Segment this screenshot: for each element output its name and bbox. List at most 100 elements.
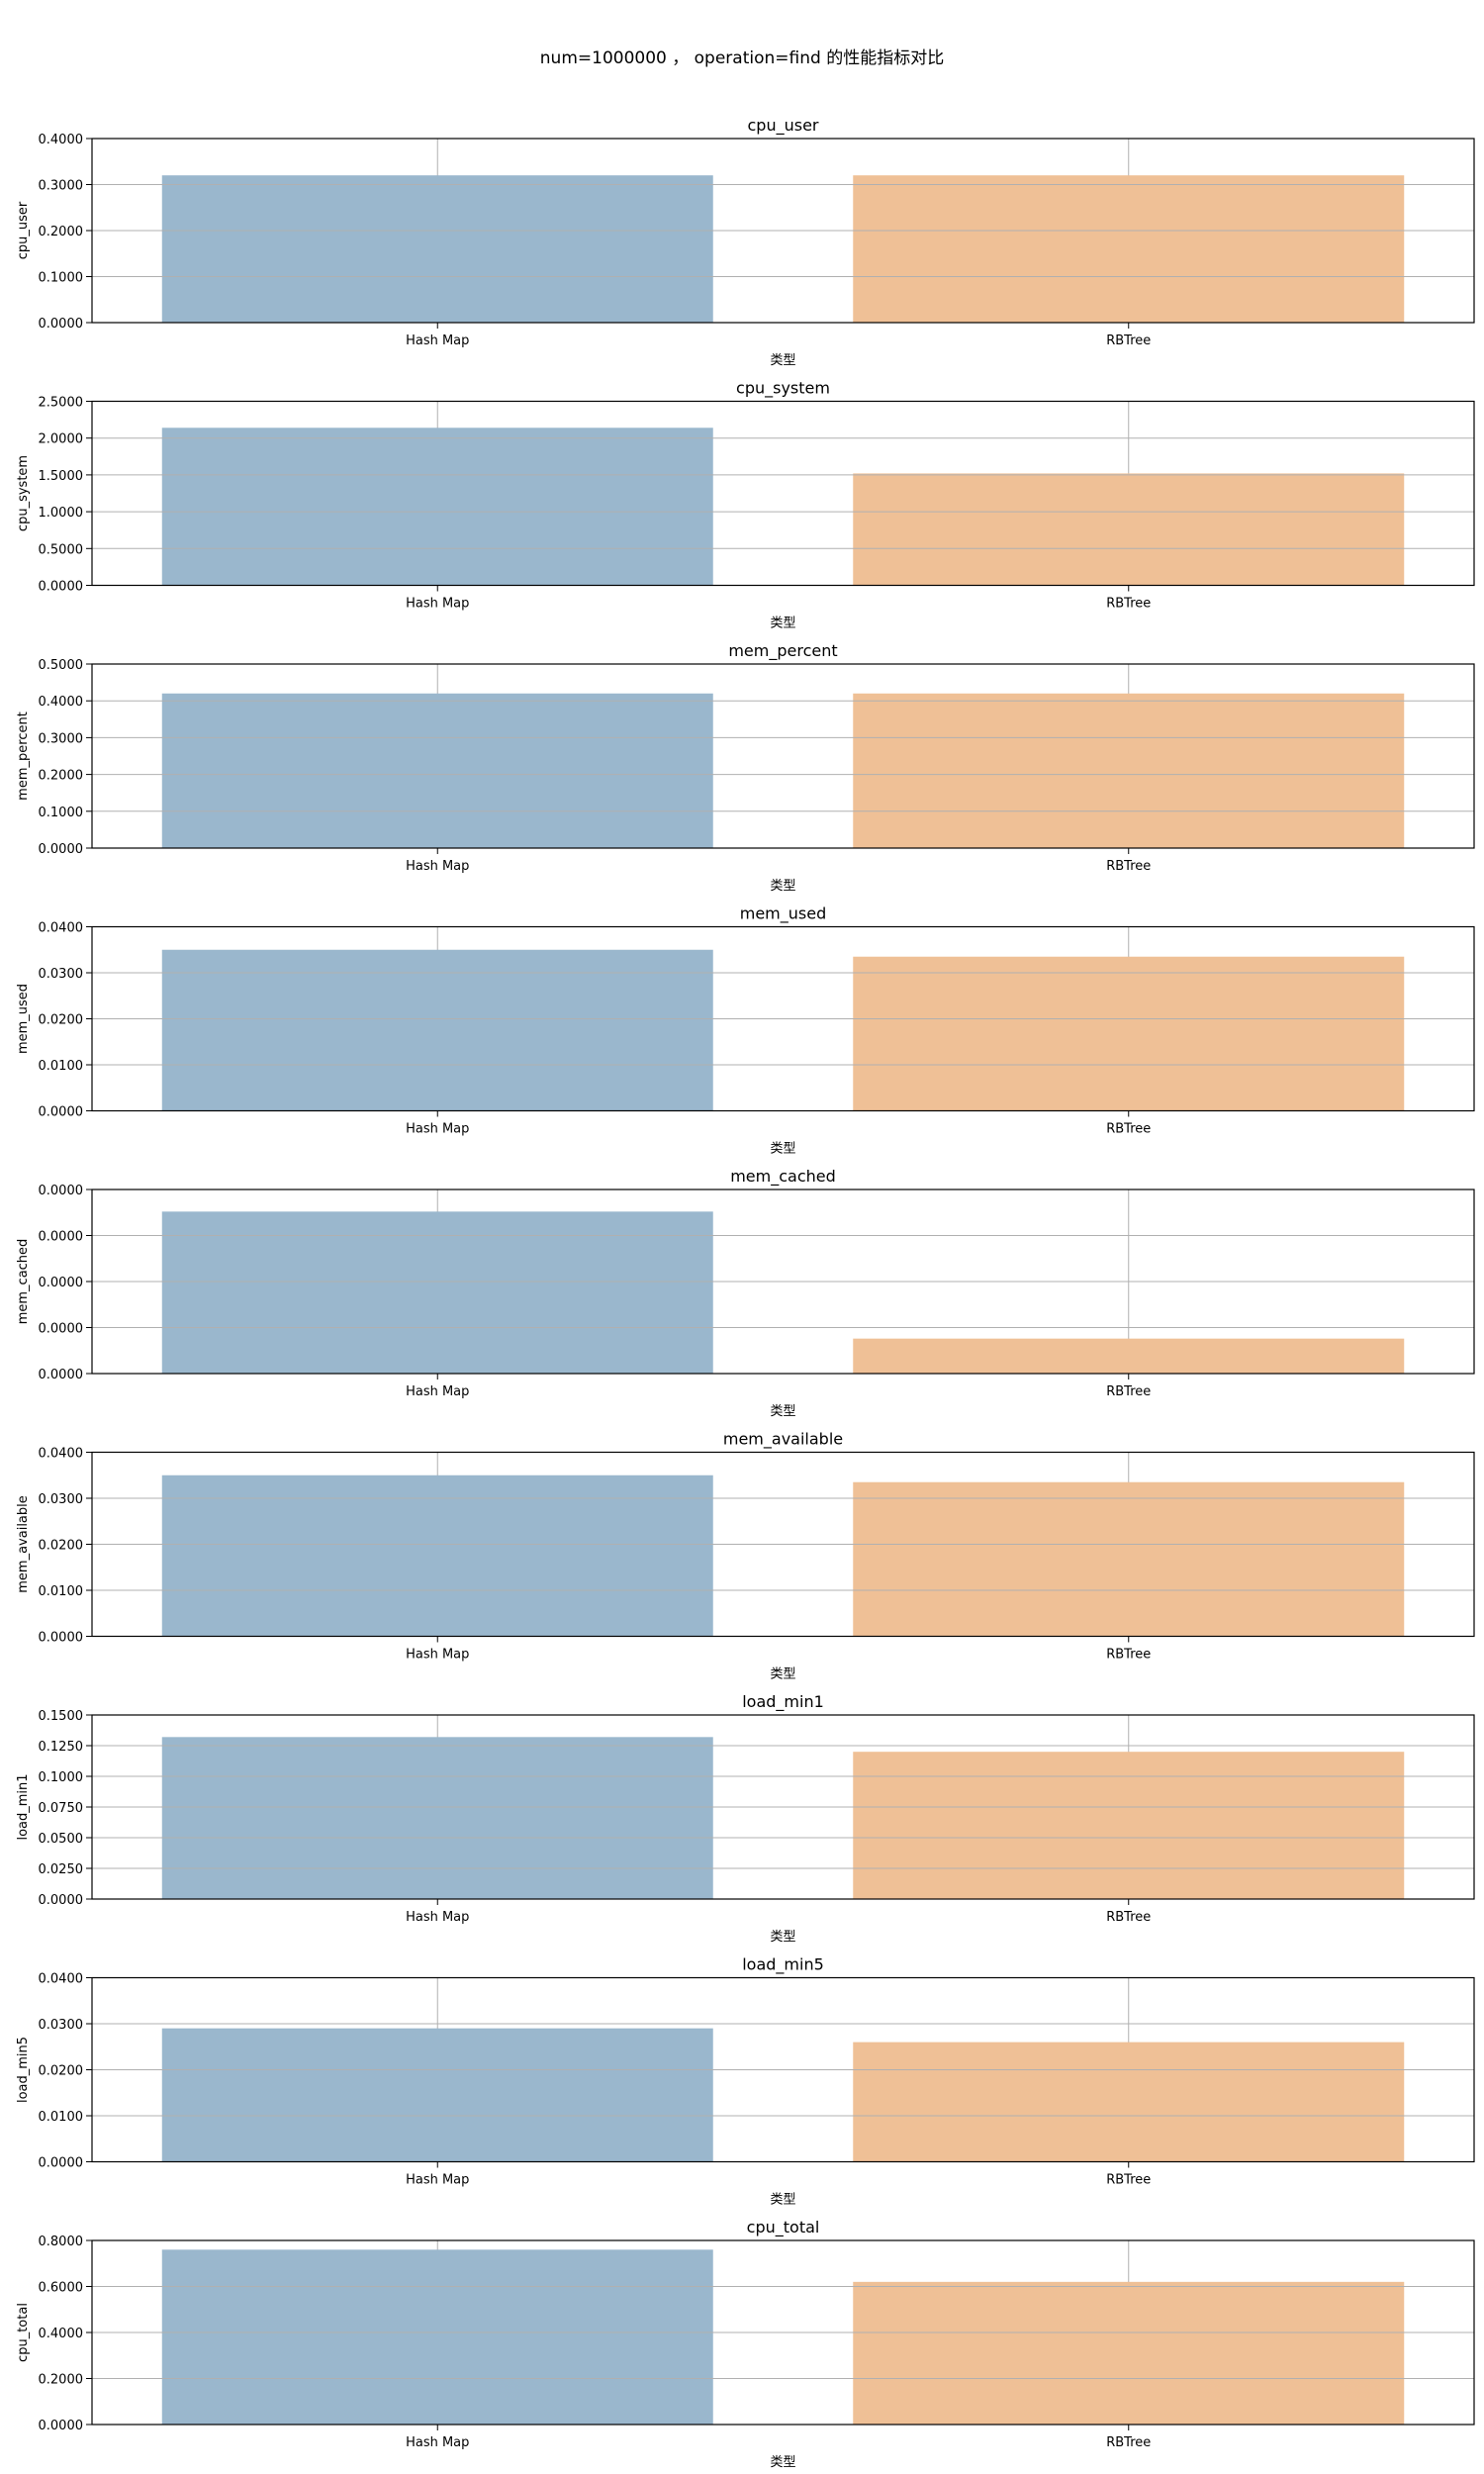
chart-load-min1-ytick-label-5: 0.1250: [39, 1740, 84, 1755]
chart-cpu-system-ytick-label-3: 1.5000: [39, 469, 84, 484]
chart-cpu-system-xtick-label-1: RBTree: [1106, 597, 1151, 612]
chart-mem-percent-bar-hash-map: [161, 693, 713, 848]
chart-mem-percent-ytick-label-0: 0.0000: [39, 842, 84, 857]
chart-cpu-system-title: cpu_system: [736, 379, 830, 399]
chart-mem-used-xtick-label-0: Hash Map: [406, 1122, 469, 1137]
chart-cpu-user-ylabel: cpu_user: [16, 201, 31, 259]
chart-load-min5-xtick-label-0: Hash Map: [406, 2173, 469, 2188]
chart-mem-cached-xtick-label-0: Hash Map: [406, 1384, 469, 1399]
chart-load-min5-ytick-label-2: 0.0200: [39, 2064, 84, 2079]
chart-mem-available-frame: [91, 1451, 1475, 1638]
chart-load-min5-xlabel: 类型: [770, 2193, 795, 2208]
chart-mem-available-bar-rbtree: [853, 1481, 1405, 1637]
chart-load-min1-ytick-label-6: 0.1500: [39, 1709, 84, 1724]
chart-cpu-total-xtick-label-0: Hash Map: [406, 2435, 469, 2450]
chart-cpu-user-xtick-label-1: RBTree: [1106, 333, 1151, 348]
chart-cpu-user-ytick-label-4: 0.4000: [39, 133, 84, 147]
chart-mem-cached-xtick-label-1: RBTree: [1106, 1384, 1151, 1399]
chart-cpu-system-ytick-label-1: 0.5000: [39, 542, 84, 557]
chart-mem-available-ytick-label-3: 0.0300: [39, 1492, 84, 1507]
chart-load-min1-ytick-label-0: 0.0000: [39, 1893, 84, 1908]
chart-load-min5-ytick-label-0: 0.0000: [39, 2156, 84, 2171]
chart-mem-available-ytick-label-4: 0.0400: [39, 1447, 84, 1462]
chart-mem-percent-bar-rbtree: [853, 693, 1405, 848]
chart-mem-cached-xlabel: 类型: [770, 1404, 795, 1419]
chart-mem-percent-xtick-label-1: RBTree: [1106, 859, 1151, 874]
chart-mem-available-title: mem_available: [723, 1430, 843, 1450]
chart-load-min1-xtick-label-1: RBTree: [1106, 1910, 1151, 1925]
chart-mem-used-ytick-label-1: 0.0100: [39, 1059, 84, 1074]
chart-mem-cached-frame: [91, 1189, 1475, 1375]
chart-cpu-user-bar-rbtree: [853, 175, 1405, 323]
chart-mem-used-xtick-label-1: RBTree: [1106, 1122, 1151, 1137]
chart-cpu-user-ytick-label-2: 0.2000: [39, 225, 84, 239]
chart-cpu-user-xlabel: 类型: [770, 353, 795, 368]
chart-mem-available-xlabel: 类型: [770, 1667, 795, 1682]
chart-load-min1-bar-hash-map: [161, 1737, 713, 1899]
chart-load-min1-bar-rbtree: [853, 1752, 1405, 1899]
chart-mem-cached-ytick-label-2: 0.0000: [39, 1276, 84, 1290]
chart-load-min5-frame: [91, 1976, 1475, 2163]
chart-load-min5-ytick-label-1: 0.0100: [39, 2110, 84, 2125]
chart-load-min1-ytick-label-4: 0.1000: [39, 1770, 84, 1785]
chart-mem-used-ytick-label-3: 0.0300: [39, 967, 84, 982]
chart-mem-percent-ytick-label-2: 0.2000: [39, 769, 84, 784]
chart-mem-used-title: mem_used: [740, 904, 827, 924]
chart-mem-available-bar-hash-map: [161, 1475, 713, 1637]
chart-mem-used-ytick-label-0: 0.0000: [39, 1105, 84, 1120]
chart-load-min5-bar-hash-map: [161, 2028, 713, 2162]
chart-cpu-total-xlabel: 类型: [770, 2455, 795, 2470]
chart-cpu-total-ytick-label-0: 0.0000: [39, 2419, 84, 2433]
chart-cpu-system-xtick-label-0: Hash Map: [406, 597, 469, 612]
chart-mem-used-bar-rbtree: [853, 956, 1405, 1111]
chart-load-min1-ytick-label-2: 0.0500: [39, 1832, 84, 1847]
chart-load-min5-ytick-label-3: 0.0300: [39, 2018, 84, 2033]
chart-cpu-system-ytick-label-5: 2.5000: [39, 396, 84, 411]
chart-mem-available-xtick-label-0: Hash Map: [406, 1648, 469, 1663]
chart-cpu-system-bar-rbtree: [853, 473, 1405, 586]
chart-mem-percent-ytick-label-5: 0.5000: [39, 658, 84, 673]
chart-cpu-total-ytick-label-2: 0.4000: [39, 2327, 84, 2341]
chart-load-min1-xtick-label-0: Hash Map: [406, 1910, 469, 1925]
chart-cpu-user-ytick-label-3: 0.3000: [39, 179, 84, 194]
chart-mem-cached-bar-hash-map: [161, 1211, 713, 1374]
chart-cpu-system-bar-hash-map: [161, 428, 713, 586]
chart-load-min5-ylabel: load_min5: [16, 2037, 31, 2103]
chart-cpu-user-ytick-label-1: 0.1000: [39, 271, 84, 286]
chart-cpu-total-frame: [91, 2239, 1475, 2426]
chart-mem-cached-ytick-label-1: 0.0000: [39, 1322, 84, 1337]
chart-mem-available-xtick-label-1: RBTree: [1106, 1648, 1151, 1663]
chart-cpu-user-bar-hash-map: [161, 175, 713, 323]
chart-load-min5-bar-rbtree: [853, 2042, 1405, 2162]
chart-cpu-system-frame: [91, 400, 1475, 587]
chart-mem-used-xlabel: 类型: [770, 1142, 795, 1157]
chart-cpu-system-ytick-label-2: 1.0000: [39, 506, 84, 521]
chart-mem-percent-ytick-label-3: 0.3000: [39, 731, 84, 746]
chart-mem-used-ytick-label-4: 0.0400: [39, 921, 84, 936]
chart-cpu-total-ytick-label-1: 0.2000: [39, 2373, 84, 2388]
chart-load-min5-title: load_min5: [742, 1955, 824, 1975]
chart-mem-cached-ylabel: mem_cached: [16, 1239, 31, 1325]
chart-mem-percent-title: mem_percent: [728, 641, 837, 661]
figure-title: num=1000000 ， operation=find 的性能指标对比: [539, 48, 945, 68]
chart-cpu-total-bar-rbtree: [853, 2281, 1405, 2425]
chart-load-min5-ytick-label-4: 0.0400: [39, 1972, 84, 1987]
chart-mem-cached-ytick-label-0: 0.0000: [39, 1368, 84, 1382]
chart-cpu-total-bar-hash-map: [161, 2249, 713, 2425]
chart-cpu-total-ytick-label-3: 0.6000: [39, 2281, 84, 2296]
chart-mem-percent-frame: [91, 663, 1475, 849]
chart-mem-percent-ytick-label-4: 0.4000: [39, 695, 84, 710]
chart-load-min1-xlabel: 类型: [770, 1930, 795, 1945]
chart-cpu-user-frame: [91, 138, 1475, 324]
chart-mem-percent-ylabel: mem_percent: [16, 712, 31, 801]
chart-cpu-total-xtick-label-1: RBTree: [1106, 2435, 1151, 2450]
chart-mem-available-ytick-label-2: 0.0200: [39, 1539, 84, 1554]
chart-mem-cached-title: mem_cached: [730, 1167, 836, 1187]
chart-cpu-user-title: cpu_user: [748, 116, 819, 136]
chart-mem-percent-xlabel: 类型: [770, 879, 795, 894]
chart-mem-percent-ytick-label-1: 0.1000: [39, 806, 84, 820]
chart-load-min1-title: load_min1: [742, 1692, 824, 1712]
chart-load-min5-xtick-label-1: RBTree: [1106, 2173, 1151, 2188]
chart-cpu-total-ylabel: cpu_total: [16, 2303, 31, 2362]
